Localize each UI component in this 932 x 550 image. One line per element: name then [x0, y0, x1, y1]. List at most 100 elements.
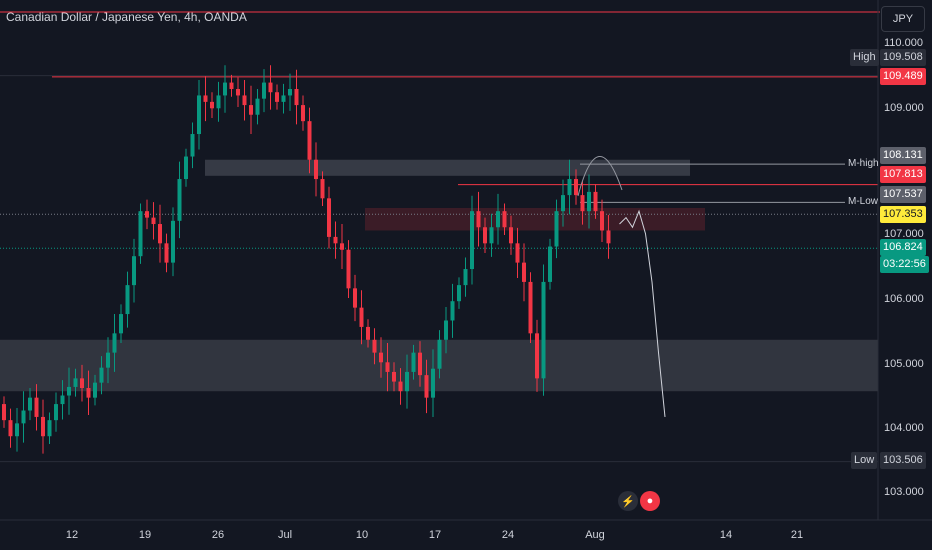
candle-body [301, 105, 305, 122]
countdown-tag: 03:22:56 [880, 256, 929, 273]
candle-body [398, 381, 403, 392]
candle-body [21, 410, 26, 424]
lightning-icon[interactable]: ⚡ [618, 491, 638, 511]
candle-body [470, 211, 474, 270]
candle-body [281, 95, 286, 102]
candle-body [450, 301, 455, 321]
candle-body [99, 367, 104, 383]
candle-body [385, 362, 390, 372]
candle-body [190, 134, 195, 157]
candle-body [457, 285, 461, 302]
candle-body [8, 420, 13, 437]
candle-body [184, 156, 188, 180]
candle-body [444, 320, 448, 340]
candle-body [216, 95, 221, 109]
candle-body [431, 368, 435, 398]
candle-body [236, 89, 240, 96]
top-arc [577, 156, 623, 197]
candle-body [509, 227, 513, 244]
candle-body [496, 211, 500, 228]
time-tick: 19 [138, 529, 152, 541]
candle-body [463, 269, 468, 286]
candle-body [587, 191, 591, 212]
high-label: High [850, 49, 879, 66]
price-tick: 104.000 [884, 422, 924, 434]
candle-body [476, 211, 481, 228]
candle-body [333, 236, 338, 244]
time-tick: 12 [65, 529, 79, 541]
candle-body [554, 211, 559, 247]
price-tick: 107.000 [884, 228, 924, 240]
candle-body [54, 404, 58, 421]
candle-body [151, 217, 156, 225]
candle-body [366, 326, 370, 340]
candle-body [392, 371, 396, 382]
candle-body [379, 352, 383, 363]
time-tick: 21 [790, 529, 804, 541]
candle-body [600, 211, 604, 231]
m-low-value-tag: 107.537 [880, 186, 926, 203]
yellow-level-tag: 107.353 [880, 206, 926, 223]
candle-body [60, 395, 65, 405]
candle-body [567, 179, 572, 196]
candle-body [2, 404, 6, 421]
projection-layer [577, 156, 666, 417]
time-tick: 14 [719, 529, 733, 541]
candle-body [294, 89, 299, 106]
candle-body [41, 416, 45, 437]
candle-body [210, 101, 214, 109]
candle-body [177, 179, 182, 221]
candle-body [502, 211, 507, 228]
candle-body [262, 82, 266, 99]
candle-body [132, 256, 136, 286]
candle-body [171, 220, 175, 263]
candle-body [93, 382, 97, 398]
time-tick: 24 [501, 529, 515, 541]
level-107813-tag: 107.813 [880, 166, 926, 183]
candle-body [307, 121, 312, 160]
time-tick: 26 [211, 529, 225, 541]
candle-body [106, 352, 110, 368]
candle-body [249, 105, 253, 115]
candle-body [119, 314, 123, 334]
candle-body [158, 224, 162, 244]
candle-body [541, 281, 546, 379]
event-icons[interactable]: ⚡ ● [618, 491, 660, 511]
candle-body [359, 307, 364, 327]
zone-rect [205, 159, 690, 176]
zone-rect [365, 207, 705, 231]
candle-body [353, 288, 357, 308]
m-high-value-tag: 108.131 [880, 147, 926, 164]
candle-body [574, 179, 578, 196]
candle-body [593, 191, 598, 212]
low-label: Low [851, 452, 878, 469]
candle-body [197, 95, 201, 135]
candle-body [528, 281, 533, 334]
candle-body [242, 95, 247, 106]
candle-body [223, 82, 227, 96]
candle-body [548, 246, 552, 282]
candle-body [47, 420, 52, 437]
projection-line [619, 209, 666, 417]
candle-body [145, 211, 149, 218]
candle-body [164, 243, 169, 263]
time-tick: Jul [277, 529, 293, 541]
time-tick: Aug [585, 529, 605, 541]
candle-body [34, 397, 39, 417]
price-tick: 106.000 [884, 293, 924, 305]
chart-title: Canadian Dollar / Japanese Yen, 4h, OAND… [6, 10, 247, 24]
candle-body [522, 262, 526, 282]
price-tick: 110.000 [884, 37, 923, 49]
horizontal-lines-layer [0, 11, 880, 463]
candle-body [15, 423, 19, 437]
candle-body [535, 333, 539, 379]
candle-body [418, 352, 422, 376]
candle-body [255, 98, 260, 115]
m-high-label: M-high [848, 158, 879, 169]
candle-body [275, 92, 279, 102]
canada-flag-icon[interactable]: ● [640, 491, 660, 511]
currency-button[interactable]: JPY [881, 6, 925, 32]
candle-body [340, 243, 344, 250]
price-tick: 109.000 [884, 102, 924, 114]
